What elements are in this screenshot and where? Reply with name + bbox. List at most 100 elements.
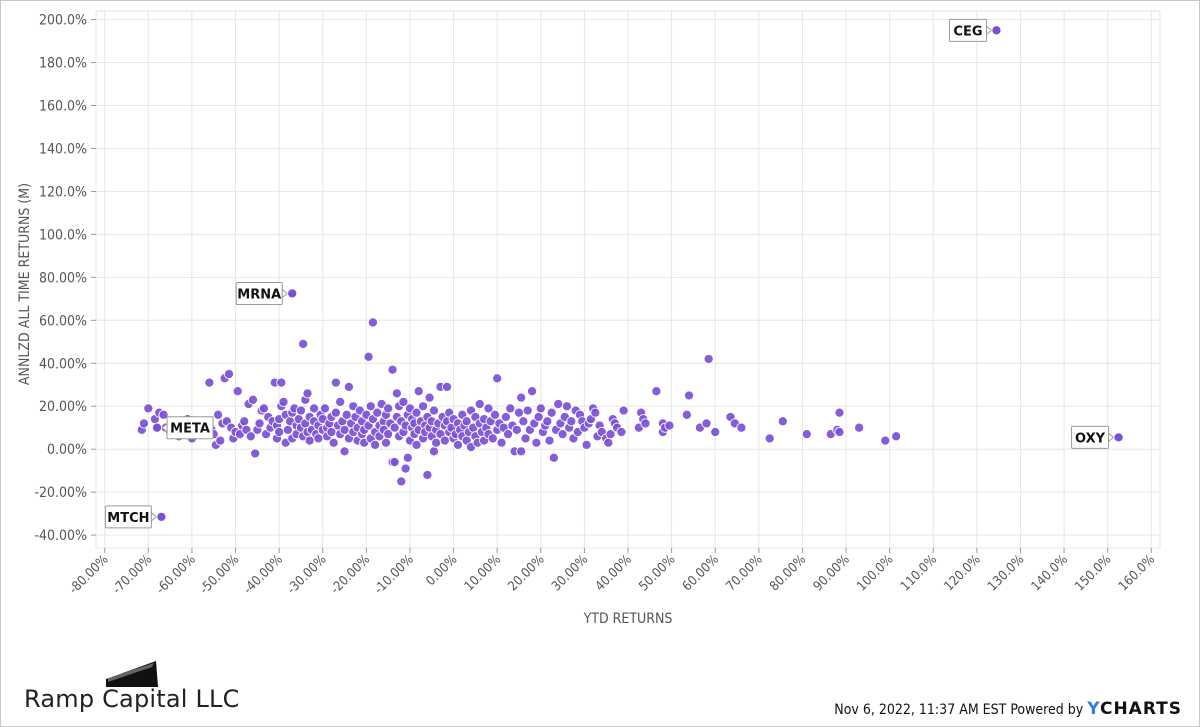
callout-label: MTCH bbox=[107, 511, 149, 526]
x-tick-label: 20.00% bbox=[505, 552, 547, 594]
y-tick-label: 80.00% bbox=[39, 270, 87, 286]
data-point bbox=[777, 416, 788, 427]
data-point bbox=[854, 422, 865, 433]
labeled-data-point bbox=[991, 25, 1002, 36]
data-point bbox=[880, 435, 891, 446]
data-point bbox=[298, 338, 309, 349]
x-tick-label: 10.00% bbox=[462, 552, 504, 594]
data-point bbox=[411, 439, 422, 450]
labeled-data-point bbox=[287, 288, 298, 299]
data-point bbox=[232, 386, 243, 397]
ycharts-logo[interactable]: YCHARTS bbox=[1087, 699, 1182, 719]
data-point bbox=[487, 433, 498, 444]
data-point bbox=[389, 422, 400, 433]
ycharts-logo-y: Y bbox=[1087, 699, 1100, 719]
data-point bbox=[801, 429, 812, 440]
data-point bbox=[245, 431, 256, 442]
data-point bbox=[527, 386, 538, 397]
data-point bbox=[387, 364, 398, 375]
data-point bbox=[492, 373, 503, 384]
x-tick-label: -10.00% bbox=[372, 552, 417, 597]
data-point bbox=[239, 416, 250, 427]
data-point bbox=[402, 452, 413, 463]
y-tick-label: 180.0% bbox=[39, 56, 87, 72]
callout-mtch: MTCH bbox=[104, 505, 167, 529]
data-point bbox=[302, 388, 313, 399]
x-tick-label: 70.00% bbox=[724, 552, 766, 594]
data-point bbox=[223, 368, 235, 380]
ycharts-logo-rest: CHARTS bbox=[1099, 699, 1182, 719]
data-point bbox=[891, 431, 902, 442]
data-point bbox=[557, 429, 568, 440]
data-point bbox=[566, 416, 577, 427]
data-point bbox=[500, 411, 511, 423]
data-point bbox=[398, 396, 409, 407]
data-point bbox=[330, 407, 341, 418]
data-point bbox=[424, 392, 435, 403]
y-axis-title: ANNLZD ALL TIME RETURNS (M) bbox=[17, 183, 33, 385]
y-tick-label: -40.00% bbox=[34, 528, 87, 544]
x-tick-label: 160.0% bbox=[1116, 552, 1158, 594]
data-point bbox=[204, 377, 215, 388]
data-point bbox=[441, 381, 453, 392]
callout-pointer bbox=[281, 288, 289, 299]
data-point bbox=[417, 401, 429, 412]
y-tick-label: 140.0% bbox=[39, 141, 87, 157]
data-point bbox=[516, 446, 527, 457]
brand-name: Ramp Capital LLC bbox=[24, 685, 240, 713]
data-point bbox=[605, 429, 616, 440]
data-point bbox=[335, 396, 346, 407]
data-point bbox=[400, 463, 411, 474]
x-tick-label: -40.00% bbox=[241, 552, 286, 597]
data-point bbox=[544, 435, 555, 446]
data-point bbox=[553, 399, 564, 410]
data-point bbox=[215, 435, 226, 446]
data-point bbox=[533, 411, 544, 423]
data-point bbox=[282, 424, 293, 435]
data-point bbox=[143, 403, 154, 414]
data-point bbox=[439, 435, 450, 446]
x-tick-label: 60.00% bbox=[680, 552, 722, 594]
data-point bbox=[513, 407, 525, 418]
callout-label: CEG bbox=[953, 24, 982, 39]
callout-ceg: CEG bbox=[948, 18, 1002, 42]
data-point bbox=[518, 416, 529, 427]
x-tick-label: -20.00% bbox=[328, 552, 373, 597]
data-point bbox=[372, 407, 383, 418]
data-point bbox=[158, 409, 169, 420]
callout-meta: META bbox=[151, 416, 214, 440]
data-point bbox=[389, 457, 400, 468]
footer: Nov 6, 2022, 11:37 AM EST Powered by YCH… bbox=[834, 699, 1182, 719]
data-point bbox=[703, 353, 714, 365]
data-points bbox=[136, 317, 902, 487]
data-point bbox=[681, 409, 692, 420]
data-point bbox=[278, 396, 289, 407]
data-point bbox=[581, 439, 592, 450]
data-point bbox=[542, 416, 553, 427]
callout-pointer bbox=[161, 422, 168, 433]
data-point bbox=[213, 409, 224, 420]
labeled-data-point bbox=[1113, 432, 1124, 443]
data-point bbox=[341, 409, 352, 420]
data-point bbox=[503, 429, 514, 440]
labeled-data-point bbox=[156, 511, 167, 522]
data-point bbox=[590, 407, 601, 418]
x-axis-title: YTD RETURNS bbox=[583, 611, 673, 627]
data-point bbox=[328, 437, 339, 448]
data-point bbox=[603, 437, 614, 448]
data-point bbox=[254, 418, 265, 429]
data-point bbox=[313, 433, 324, 444]
x-tick-label: 80.00% bbox=[767, 552, 809, 594]
data-point bbox=[396, 476, 407, 487]
ramp-logo bbox=[106, 661, 158, 687]
data-point bbox=[250, 448, 261, 459]
x-tick-label: -80.00% bbox=[66, 552, 111, 597]
data-point bbox=[489, 409, 501, 420]
x-tick-label: 30.00% bbox=[549, 552, 591, 594]
callout-pointer bbox=[1108, 432, 1115, 443]
data-point bbox=[276, 377, 287, 388]
data-point bbox=[452, 439, 463, 450]
x-tick-label: 130.0% bbox=[985, 552, 1027, 594]
y-tick-label: 100.0% bbox=[39, 227, 87, 243]
